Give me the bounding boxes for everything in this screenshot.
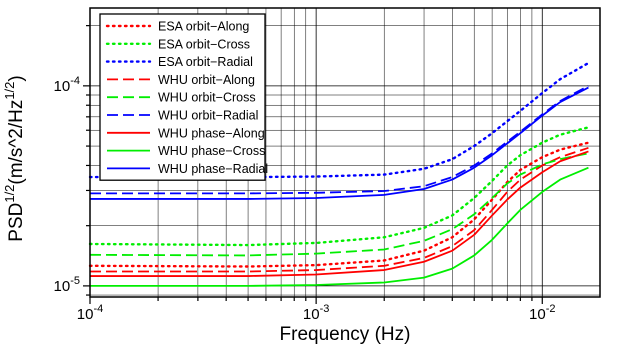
axis-ticks xyxy=(83,25,543,304)
y-axis-title: PSD1/2(m/s^2/Hz1/2) xyxy=(2,75,27,241)
series-line xyxy=(90,85,589,195)
legend-label: ESA orbit−Radial xyxy=(158,55,253,69)
series-line xyxy=(88,126,590,247)
series-line xyxy=(90,166,589,287)
grid-lines xyxy=(89,8,600,297)
y-tick-label: 10-5 xyxy=(54,275,80,295)
x-tick-label: 10-3 xyxy=(303,303,329,323)
legend-label: WHU orbit−Along xyxy=(158,73,255,87)
series-line xyxy=(88,141,590,268)
series-line xyxy=(90,86,589,200)
legend-label: WHU orbit−Cross xyxy=(158,91,256,105)
legend-label: ESA orbit−Cross xyxy=(158,37,250,51)
x-tick-label: 10-4 xyxy=(77,303,103,323)
legend-label: WHU phase−Radial xyxy=(158,162,268,176)
series-line xyxy=(88,61,590,179)
legend-label: ESA orbit−Along xyxy=(158,20,249,34)
x-axis-title: Frequency (Hz) xyxy=(280,324,411,345)
y-tick-labels: 10-5 10-4 xyxy=(54,75,80,295)
legend-label: WHU phase−Along xyxy=(158,126,265,140)
plot-frame xyxy=(89,7,601,298)
legend-label: WHU orbit−Radial xyxy=(158,109,258,123)
x-tick-labels: 10-4 10-3 10-2 xyxy=(77,303,556,323)
x-tick-label: 10-2 xyxy=(529,303,555,323)
legend-label: WHU phase−Cross xyxy=(158,144,265,158)
y-tick-label: 10-4 xyxy=(54,75,80,95)
series-line xyxy=(90,150,589,277)
series-layer xyxy=(88,61,590,287)
legend: ESA orbit−Along ESA orbit−Cross ESA orbit−… xyxy=(99,13,268,181)
series-line xyxy=(89,152,589,257)
series-line xyxy=(90,146,589,273)
